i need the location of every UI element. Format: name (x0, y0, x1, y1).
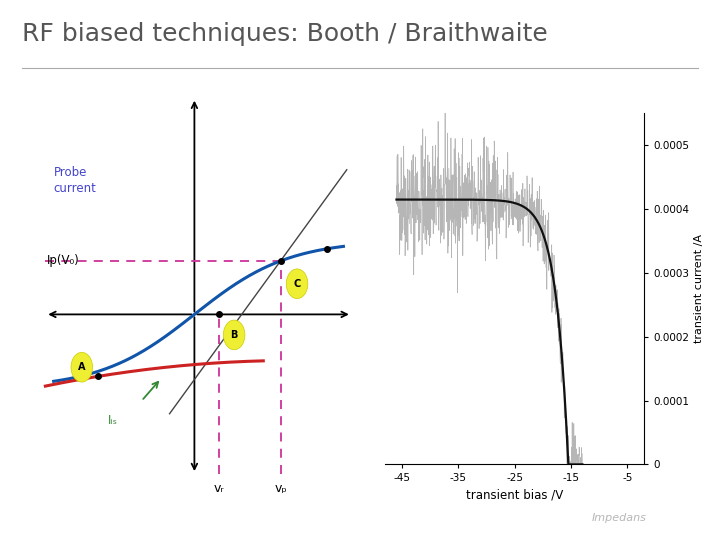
X-axis label: transient bias /V: transient bias /V (466, 489, 564, 502)
Text: Impedans: Impedans (592, 513, 647, 523)
Text: Probe
current: Probe current (54, 166, 96, 195)
Text: vₚ: vₚ (274, 482, 287, 495)
Text: A: A (78, 362, 86, 372)
Circle shape (287, 269, 308, 299)
Text: vᵣ: vᵣ (214, 482, 225, 495)
Text: Iᵢₛ: Iᵢₛ (108, 414, 118, 427)
Circle shape (223, 320, 245, 350)
Circle shape (71, 353, 93, 382)
Text: RF biased techniques: Booth / Braithwaite: RF biased techniques: Booth / Braithwait… (22, 22, 547, 45)
Text: C: C (294, 279, 301, 289)
Y-axis label: transient current /A: transient current /A (693, 234, 703, 343)
Text: B: B (230, 330, 238, 340)
Text: Ip(V₀): Ip(V₀) (47, 254, 80, 267)
